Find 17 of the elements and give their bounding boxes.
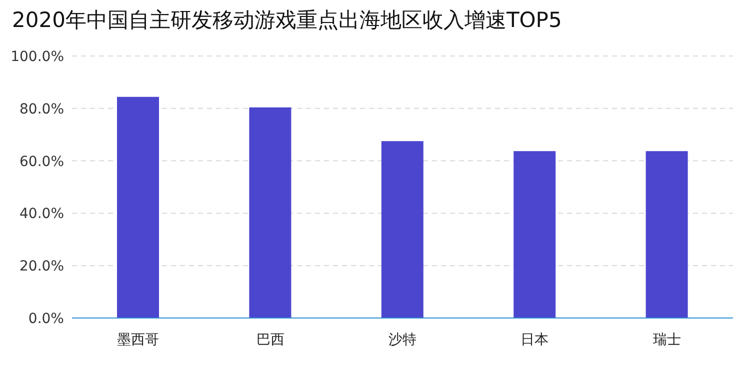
x-tick-label: 墨西哥 bbox=[117, 332, 160, 348]
bar bbox=[249, 107, 292, 318]
bar bbox=[514, 151, 556, 318]
bar bbox=[117, 96, 159, 318]
y-tick-label: 40.0% bbox=[20, 206, 64, 222]
bar bbox=[646, 151, 688, 318]
x-tick-label: 日本 bbox=[520, 332, 549, 348]
x-tick-label: 瑞士 bbox=[652, 332, 681, 348]
y-tick-label: 100.0% bbox=[10, 48, 64, 65]
y-tick-label: 0.0% bbox=[28, 310, 64, 327]
bar bbox=[381, 141, 424, 318]
x-tick-label: 巴西 bbox=[256, 332, 284, 348]
y-tick-label: 60.0% bbox=[20, 154, 64, 170]
y-tick-label: 80.0% bbox=[20, 101, 64, 118]
x-tick-label: 沙特 bbox=[388, 332, 416, 348]
chart-title: 2020年中国自主研发移动游戏重点出海地区收入增速TOP5 bbox=[12, 7, 562, 34]
y-tick-label: 20.0% bbox=[20, 258, 64, 275]
